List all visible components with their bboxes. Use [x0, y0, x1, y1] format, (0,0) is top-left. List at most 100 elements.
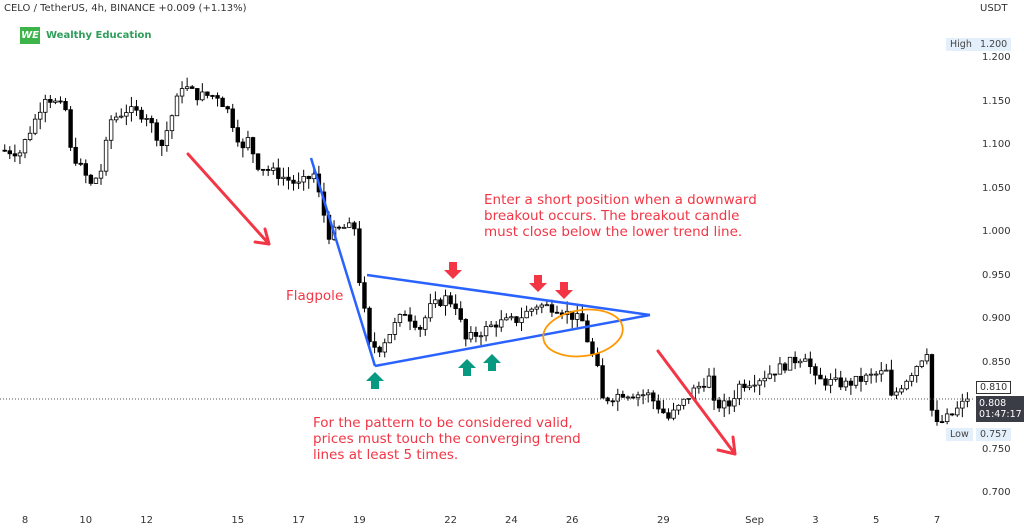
candle-up[interactable]	[296, 181, 301, 184]
candle-up[interactable]	[879, 370, 884, 375]
candle-up[interactable]	[433, 299, 438, 305]
candle-down[interactable]	[620, 393, 626, 398]
candle-down[interactable]	[220, 97, 225, 107]
candle-down[interactable]	[554, 311, 560, 314]
candle-up[interactable]	[671, 409, 676, 419]
candle-down[interactable]	[630, 396, 636, 399]
breakout-ellipse[interactable]	[540, 305, 626, 362]
candle-up[interactable]	[271, 167, 276, 171]
candle-up[interactable]	[919, 360, 924, 367]
candle-up[interactable]	[347, 222, 352, 228]
candle-down[interactable]	[772, 373, 778, 376]
candle-up[interactable]	[382, 342, 387, 353]
candle-up[interactable]	[828, 378, 833, 386]
candle-up[interactable]	[397, 313, 403, 323]
candle-down[interactable]	[402, 313, 408, 316]
candle-down[interactable]	[585, 320, 590, 343]
candle-down[interactable]	[656, 400, 661, 410]
candle-down[interactable]	[230, 108, 235, 129]
candle-up[interactable]	[924, 354, 930, 362]
candle-up[interactable]	[27, 132, 33, 140]
candle-down[interactable]	[590, 341, 595, 355]
candle-up[interactable]	[868, 373, 874, 376]
candle-up[interactable]	[914, 366, 919, 376]
candle-up[interactable]	[904, 380, 909, 390]
candle-up[interactable]	[38, 111, 43, 120]
candle-up[interactable]	[509, 316, 514, 319]
candle-up[interactable]	[22, 139, 28, 154]
candle-down[interactable]	[438, 299, 443, 307]
candle-up[interactable]	[747, 385, 752, 389]
candle-down[interactable]	[139, 109, 144, 120]
candle-down[interactable]	[215, 95, 220, 99]
candle-up[interactable]	[468, 332, 474, 340]
candle-up[interactable]	[488, 324, 494, 327]
candle-up[interactable]	[544, 304, 550, 307]
candle-up[interactable]	[423, 317, 428, 330]
candle-down[interactable]	[580, 313, 585, 322]
candle-down[interactable]	[711, 375, 717, 401]
candle-down[interactable]	[666, 412, 671, 419]
candle-down[interactable]	[286, 176, 291, 181]
candle-down[interactable]	[701, 385, 707, 388]
candle-up[interactable]	[681, 398, 686, 406]
candle-down[interactable]	[792, 356, 798, 364]
candle-up[interactable]	[32, 118, 38, 134]
candle-up[interactable]	[752, 384, 757, 387]
candle-up[interactable]	[483, 326, 489, 337]
candle-down[interactable]	[352, 222, 357, 230]
candle-up[interactable]	[539, 304, 544, 308]
candle-down[interactable]	[808, 358, 813, 368]
candle-up[interactable]	[245, 137, 251, 149]
candle-down[interactable]	[742, 383, 747, 389]
candle-down[interactable]	[154, 122, 159, 141]
candle-down[interactable]	[260, 168, 266, 171]
candle-down[interactable]	[818, 374, 823, 380]
candle-down[interactable]	[12, 153, 18, 157]
candle-up[interactable]	[965, 398, 970, 402]
candle-up[interactable]	[174, 95, 180, 117]
candle-down[interactable]	[950, 413, 955, 416]
candle-down[interactable]	[235, 127, 240, 143]
candle-down[interactable]	[716, 399, 722, 409]
candle-up[interactable]	[635, 394, 641, 399]
candle-down[interactable]	[458, 308, 463, 320]
candle-up[interactable]	[960, 400, 965, 409]
candle-down[interactable]	[463, 319, 468, 340]
downtrend-arrow-icon[interactable]	[656, 349, 737, 456]
candle-down[interactable]	[651, 392, 656, 402]
candle-up[interactable]	[625, 396, 631, 399]
candle-up[interactable]	[843, 380, 848, 388]
candle-down[interactable]	[838, 377, 843, 388]
candle-up[interactable]	[98, 170, 104, 179]
candle-down[interactable]	[549, 304, 555, 313]
candle-up[interactable]	[524, 310, 529, 319]
candle-up[interactable]	[762, 377, 767, 382]
candle-down[interactable]	[306, 176, 311, 180]
candle-down[interactable]	[372, 341, 377, 348]
candle-up[interactable]	[144, 117, 149, 120]
candle-up[interactable]	[787, 356, 793, 371]
candle-down[interactable]	[255, 153, 261, 170]
candle-down[interactable]	[377, 346, 382, 353]
candle-down[interactable]	[189, 86, 195, 89]
candle-up[interactable]	[706, 375, 712, 388]
candle-up[interactable]	[767, 373, 772, 379]
candle-up[interactable]	[17, 152, 23, 157]
candle-up[interactable]	[478, 335, 484, 338]
candle-up[interactable]	[184, 86, 190, 89]
candle-down[interactable]	[823, 378, 828, 386]
candle-down[interactable]	[78, 162, 83, 165]
candle-up[interactable]	[387, 333, 392, 344]
candle-up[interactable]	[129, 106, 134, 113]
candle-down[interactable]	[473, 332, 479, 337]
candle-up[interactable]	[108, 119, 114, 141]
candle-up[interactable]	[884, 369, 889, 372]
candle-up[interactable]	[696, 385, 702, 389]
candle-down[interactable]	[610, 400, 615, 403]
candle-up[interactable]	[169, 115, 175, 132]
candle-down[interactable]	[939, 421, 945, 423]
candle-up[interactable]	[955, 407, 960, 416]
candle-down[interactable]	[661, 408, 666, 414]
candle-up[interactable]	[119, 115, 124, 118]
